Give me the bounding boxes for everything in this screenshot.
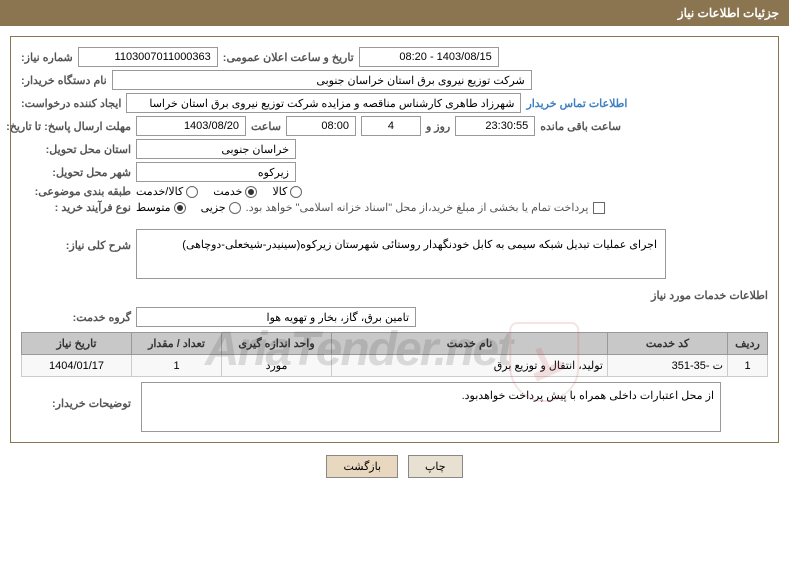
label-need-number: شماره نیاز: [21,51,73,64]
label-payment-note: پرداخت تمام یا بخشی از مبلغ خرید،از محل … [246,201,589,214]
label-delivery-city: شهر محل تحویل: [21,166,131,179]
value-need-number: 1103007011000363 [78,47,218,67]
row-need-number: شماره نیاز: 1103007011000363 تاریخ و ساع… [21,47,768,67]
row-buyer-notes: توضیحات خریدار: از محل اعتبارات داخلی هم… [21,382,768,432]
label-service-info: اطلاعات خدمات مورد نیاز [21,289,768,302]
radio-label-goods-service: کالا/خدمت [136,185,183,198]
th-service-name: نام خدمت [332,333,608,355]
td-need-date: 1404/01/17 [22,355,132,377]
td-unit: مورد [222,355,332,377]
value-need-desc: اجرای عملیات تبدیل شبکه سیمی به کابل خود… [136,229,666,279]
link-contact-buyer[interactable]: اطلاعات تماس خریدار [526,97,627,110]
radio-label-service: خدمت [213,185,242,198]
radio-goods[interactable]: کالا [272,185,302,198]
label-deadline: مهلت ارسال پاسخ: تا تاریخ: [21,120,131,133]
page-title: جزئیات اطلاعات نیاز [678,6,779,20]
payment-note-group: پرداخت تمام یا بخشی از مبلغ خرید،از محل … [246,201,606,214]
value-buyer-notes: از محل اعتبارات داخلی همراه با پیش پرداخ… [141,382,721,432]
label-buyer-org: نام دستگاه خریدار: [21,74,107,87]
row-requester: ایجاد کننده درخواست: شهرزاد طاهری کارشنا… [21,93,768,113]
label-deadline-remaining: ساعت باقی مانده [540,120,621,133]
th-row-num: ردیف [728,333,768,355]
label-process-type: نوع فرآیند خرید : [21,201,131,214]
td-service-name: تولید، انتقال و توزیع برق [332,355,608,377]
value-deadline-time: 08:00 [286,116,356,136]
label-announce-date: تاریخ و ساعت اعلان عمومی: [223,51,354,64]
row-need-desc: شرح کلی نیاز: اجرای عملیات تبدیل شبکه سی… [21,224,768,284]
page-header: جزئیات اطلاعات نیاز [0,0,789,26]
value-deadline-date: 1403/08/20 [136,116,246,136]
value-requester: شهرزاد طاهری کارشناس مناقصه و مزایده شرک… [126,93,521,113]
row-buyer-org: نام دستگاه خریدار: شرکت توزیع نیروی برق … [21,70,768,90]
label-category: طبقه بندی موضوعی: [21,185,131,198]
row-process-type: نوع فرآیند خرید : جزیی متوسط پرداخت تمام… [21,201,768,214]
td-quantity: 1 [132,355,222,377]
radio-medium[interactable]: متوسط [136,201,186,214]
value-delivery-province: خراسان جنوبی [136,139,296,159]
table-row: 1 ت -35-351 تولید، انتقال و توزیع برق مو… [22,355,768,377]
form-container: AriaTender.net شماره نیاز: 1103007011000… [10,36,779,443]
row-deadline: مهلت ارسال پاسخ: تا تاریخ: 1403/08/20 سا… [21,116,768,136]
radio-goods-service[interactable]: کالا/خدمت [136,185,198,198]
service-table: ردیف کد خدمت نام خدمت واحد اندازه گیری ت… [21,332,768,377]
row-category: طبقه بندی موضوعی: کالا خدمت کالا/خدمت [21,185,768,198]
back-button[interactable]: بازگشت [326,455,398,478]
table-header-row: ردیف کد خدمت نام خدمت واحد اندازه گیری ت… [22,333,768,355]
td-service-code: ت -35-351 [608,355,728,377]
value-deadline-countdown: 23:30:55 [455,116,535,136]
service-table-container: ردیف کد خدمت نام خدمت واحد اندازه گیری ت… [21,332,768,377]
radio-label-partial: جزیی [201,201,226,214]
value-announce-date: 1403/08/15 - 08:20 [359,47,499,67]
label-delivery-province: استان محل تحویل: [21,143,131,156]
th-unit: واحد اندازه گیری [222,333,332,355]
th-need-date: تاریخ نیاز [22,333,132,355]
row-delivery-city: شهر محل تحویل: زیرکوه [21,162,768,182]
radio-dot-partial [229,202,241,214]
radio-label-medium: متوسط [136,201,171,214]
value-deadline-days: 4 [361,116,421,136]
td-row-num: 1 [728,355,768,377]
checkbox-payment[interactable] [593,202,605,214]
radio-group-process: جزیی متوسط [136,201,241,214]
label-service-group: گروه خدمت: [21,311,131,324]
label-need-desc: شرح کلی نیاز: [21,239,131,252]
radio-dot-medium [174,202,186,214]
value-service-group: تامین برق، گاز، بخار و تهویه هوا [136,307,416,327]
label-deadline-time: ساعت [251,120,281,133]
value-buyer-org: شرکت توزیع نیروی برق استان خراسان جنوبی [112,70,532,90]
label-buyer-notes: توضیحات خریدار: [21,397,131,410]
buttons-row: چاپ بازگشت [0,455,789,478]
radio-group-category: کالا خدمت کالا/خدمت [136,185,302,198]
radio-dot-goods [290,186,302,198]
th-quantity: تعداد / مقدار [132,333,222,355]
radio-label-goods: کالا [272,185,287,198]
radio-service[interactable]: خدمت [213,185,257,198]
row-delivery-province: استان محل تحویل: خراسان جنوبی [21,139,768,159]
radio-partial[interactable]: جزیی [201,201,241,214]
radio-dot-service [245,186,257,198]
row-service-group: گروه خدمت: تامین برق، گاز، بخار و تهویه … [21,307,768,327]
th-service-code: کد خدمت [608,333,728,355]
print-button[interactable]: چاپ [408,455,463,478]
label-requester: ایجاد کننده درخواست: [21,97,121,110]
label-deadline-days: روز و [426,120,450,133]
value-delivery-city: زیرکوه [136,162,296,182]
radio-dot-goods-service [186,186,198,198]
